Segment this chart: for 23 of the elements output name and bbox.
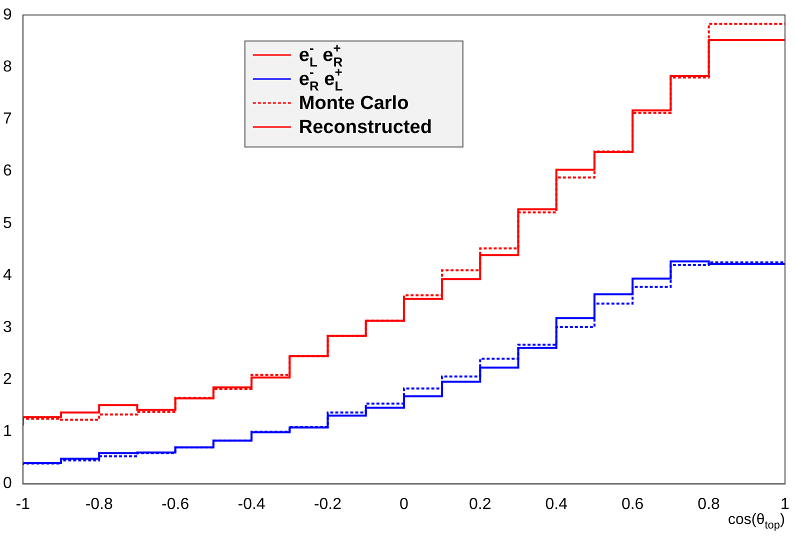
y-tick-label: 9 xyxy=(2,6,12,24)
x-tick-label: -0.8 xyxy=(85,496,113,513)
y-tick-label: 8 xyxy=(2,58,12,76)
x-tick-label: 1 xyxy=(780,496,790,513)
legend-label: Monte Carlo xyxy=(298,93,409,114)
y-tick-label: 2 xyxy=(2,371,12,388)
y-tick-label: 3 xyxy=(2,318,12,336)
y-tick-label: 1 xyxy=(2,423,12,440)
x-tick-label: 0.2 xyxy=(469,496,492,513)
x-tick-label: -1 xyxy=(16,496,30,513)
x-tick-label: -0.6 xyxy=(162,496,190,513)
y-tick-label: 7 xyxy=(2,110,12,128)
y-tick-label: 5 xyxy=(2,214,12,232)
x-tick-label: 0.6 xyxy=(621,496,644,513)
x-tick-label: 0 xyxy=(399,496,408,513)
x-tick-label: 0.4 xyxy=(545,496,568,513)
x-tick-label: -0.4 xyxy=(238,496,266,513)
x-tick-label: -0.2 xyxy=(314,496,342,513)
y-tick-label: 6 xyxy=(2,162,12,180)
y-tick-label: 0 xyxy=(2,475,12,492)
annotation: Reconstructed xyxy=(298,117,432,138)
x-tick-label: 0.8 xyxy=(698,496,720,513)
y-tick-label: 4 xyxy=(2,266,12,284)
